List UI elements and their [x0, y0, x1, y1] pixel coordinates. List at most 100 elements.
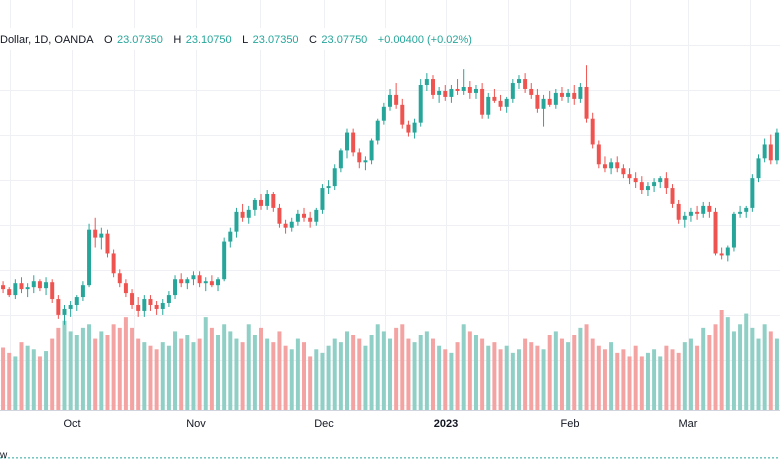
- candle: [173, 275, 178, 300]
- candle: [363, 156, 368, 171]
- volume-bar: [277, 331, 282, 410]
- volume-bar: [252, 335, 257, 410]
- candle-body: [602, 164, 607, 169]
- candle: [424, 73, 429, 91]
- time-axis-tick-label: Oct: [63, 418, 80, 430]
- candle-body: [228, 231, 233, 242]
- candle: [719, 247, 724, 260]
- candle: [185, 277, 190, 290]
- candle-body: [406, 124, 411, 133]
- candle-body: [283, 223, 288, 228]
- candle-body: [25, 287, 30, 290]
- candle: [486, 92, 491, 119]
- candle: [418, 79, 423, 127]
- candle: [492, 88, 497, 103]
- volume-bar: [572, 335, 577, 410]
- candle: [658, 176, 663, 189]
- candle-body: [19, 283, 24, 290]
- candle-body: [627, 174, 632, 179]
- volume-bar: [375, 324, 380, 410]
- volume-bar: [142, 342, 147, 410]
- candle-body: [535, 94, 540, 109]
- volume-bar: [320, 352, 325, 410]
- candle-body: [209, 281, 214, 286]
- volume-bar: [738, 324, 743, 410]
- candle: [265, 190, 270, 210]
- candle: [473, 85, 478, 99]
- volume-bar: [609, 342, 614, 410]
- candle: [369, 138, 374, 165]
- grid: [0, 0, 780, 410]
- candle: [596, 140, 601, 169]
- candle-body: [388, 94, 392, 107]
- candle: [31, 275, 36, 294]
- volume-bar: [504, 345, 509, 410]
- volume-bar: [449, 352, 454, 410]
- candle-body: [277, 207, 282, 224]
- volume-bar: [566, 342, 571, 410]
- candle: [136, 297, 141, 317]
- candle-body: [265, 194, 270, 206]
- volume-bar: [185, 335, 190, 410]
- candle: [584, 65, 589, 123]
- candle: [504, 96, 509, 113]
- candle: [338, 148, 343, 173]
- candle-body: [418, 85, 423, 123]
- volume-bar: [559, 338, 564, 410]
- candle-body: [547, 98, 552, 105]
- candle-body: [136, 304, 141, 311]
- candle: [351, 128, 356, 157]
- volume-bar: [87, 324, 92, 410]
- volume-bar: [74, 335, 79, 410]
- candle-body: [762, 144, 767, 159]
- candle-body: [154, 304, 159, 309]
- volume-bar: [756, 338, 761, 410]
- candle: [523, 73, 528, 93]
- candle-body: [774, 132, 779, 161]
- volume-bar: [670, 349, 675, 410]
- candle-body: [44, 282, 49, 289]
- candle-body: [203, 281, 208, 284]
- volume-bar: [209, 327, 214, 410]
- volume-bar: [1, 347, 6, 410]
- candle-body: [486, 96, 491, 115]
- time-axis: Oct Nov Dec 2023 Feb Mar: [63, 418, 697, 430]
- candle-body: [400, 104, 405, 125]
- candle-body: [480, 88, 485, 115]
- candle-body: [719, 253, 724, 256]
- candle: [74, 295, 79, 311]
- candle-body: [664, 178, 669, 189]
- volume-bar: [62, 320, 67, 410]
- volume-bar: [216, 335, 221, 410]
- volume-bar: [400, 324, 405, 410]
- volume-bar: [117, 327, 122, 410]
- candle-body: [191, 275, 196, 280]
- volume-bar: [615, 352, 620, 410]
- candle-body: [289, 221, 294, 228]
- candle: [111, 249, 116, 278]
- candle: [639, 176, 644, 195]
- volume-bar: [584, 324, 589, 410]
- volume-bar: [154, 349, 159, 410]
- candle: [160, 299, 165, 315]
- candle: [725, 245, 730, 262]
- candle: [25, 283, 30, 298]
- volume-bar: [289, 349, 294, 410]
- candle: [19, 277, 24, 294]
- candle-body: [467, 86, 472, 93]
- candle-body: [516, 79, 521, 84]
- volume-bar: [480, 338, 485, 410]
- candle-body: [559, 92, 564, 97]
- candle-body: [670, 188, 675, 204]
- candle-body: [504, 98, 509, 107]
- volume-bar: [394, 327, 399, 410]
- candle: [259, 194, 264, 210]
- time-axis-tick-label: Feb: [561, 418, 580, 430]
- candle: [209, 275, 214, 288]
- volume-bar: [725, 317, 730, 410]
- candle: [345, 128, 349, 159]
- candle: [762, 138, 767, 163]
- candle-body: [363, 160, 368, 163]
- candle-body: [271, 194, 276, 208]
